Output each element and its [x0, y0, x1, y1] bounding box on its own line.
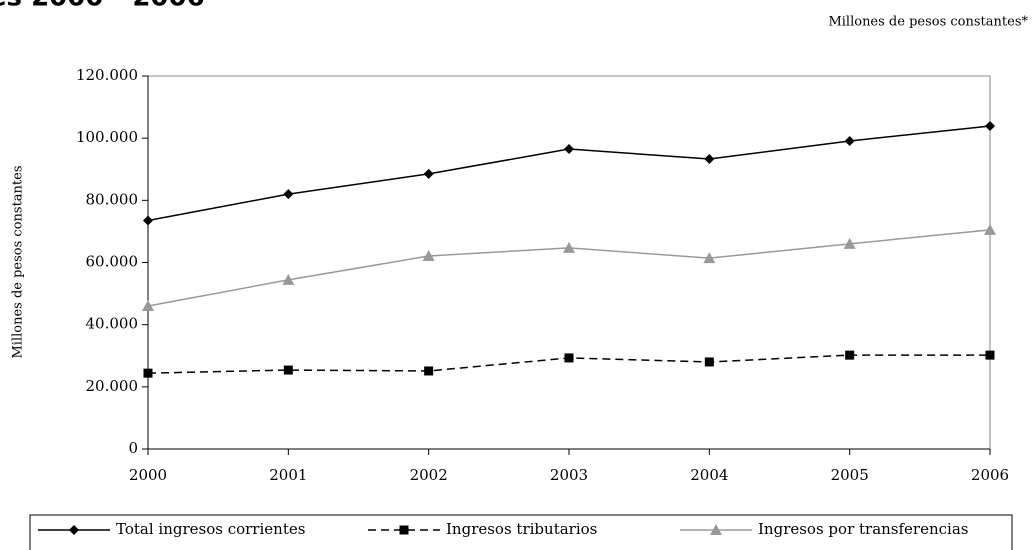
- marker-square: [283, 365, 293, 375]
- y-tick-label: 40.000: [86, 315, 139, 333]
- marker-diamond: [283, 189, 294, 200]
- marker-square: [985, 350, 995, 360]
- x-tick-label: 2006: [971, 466, 1009, 484]
- marker-triangle: [282, 273, 295, 285]
- marker-diamond: [844, 135, 855, 146]
- marker-square: [143, 368, 153, 378]
- chart-title: les 2000 - 2006: [0, 0, 205, 13]
- x-tick-label: 2003: [550, 466, 588, 484]
- marker-diamond: [564, 144, 574, 155]
- y-axis-label: Millones de pesos constantes: [11, 165, 26, 358]
- marker-square: [424, 366, 434, 376]
- marker-triangle: [142, 300, 154, 312]
- marker-diamond: [985, 121, 995, 132]
- marker-diamond: [704, 153, 715, 164]
- y-tick-label: 100.000: [76, 128, 138, 146]
- x-tick-label: 2004: [690, 466, 728, 484]
- y-tick-label: 0: [128, 439, 138, 457]
- marker-diamond: [143, 215, 153, 226]
- legend-label: Ingresos tributarios: [446, 520, 597, 538]
- x-tick-label: 2005: [831, 466, 869, 484]
- legend-box: [29, 514, 1013, 550]
- marker-triangle: [703, 252, 716, 264]
- chart-subtitle: Millones de pesos constantes*: [828, 15, 1028, 30]
- y-tick-label: 120.000: [76, 66, 138, 84]
- legend-label: Total ingresos corrientes: [116, 520, 305, 538]
- y-tick-label: 20.000: [86, 377, 139, 395]
- marker-triangle: [563, 241, 575, 253]
- marker-triangle: [843, 237, 856, 249]
- x-tick-label: 2002: [410, 466, 448, 484]
- series-line: [147, 229, 991, 307]
- marker-square: [399, 525, 409, 535]
- x-tick-label: 2001: [269, 466, 307, 484]
- y-tick-label: 60.000: [86, 253, 139, 271]
- marker-triangle: [984, 223, 996, 235]
- legend-label: Ingresos por transferencias: [758, 520, 968, 538]
- marker-square: [845, 350, 855, 360]
- marker-triangle: [422, 249, 435, 261]
- series-line: [147, 125, 991, 222]
- marker-diamond: [423, 168, 434, 179]
- marker-square: [704, 357, 714, 367]
- marker-triangle: [710, 524, 722, 535]
- y-tick-label: 80.000: [86, 190, 139, 208]
- marker-diamond: [69, 525, 79, 535]
- x-tick-label: 2000: [129, 466, 167, 484]
- marker-square: [564, 353, 574, 363]
